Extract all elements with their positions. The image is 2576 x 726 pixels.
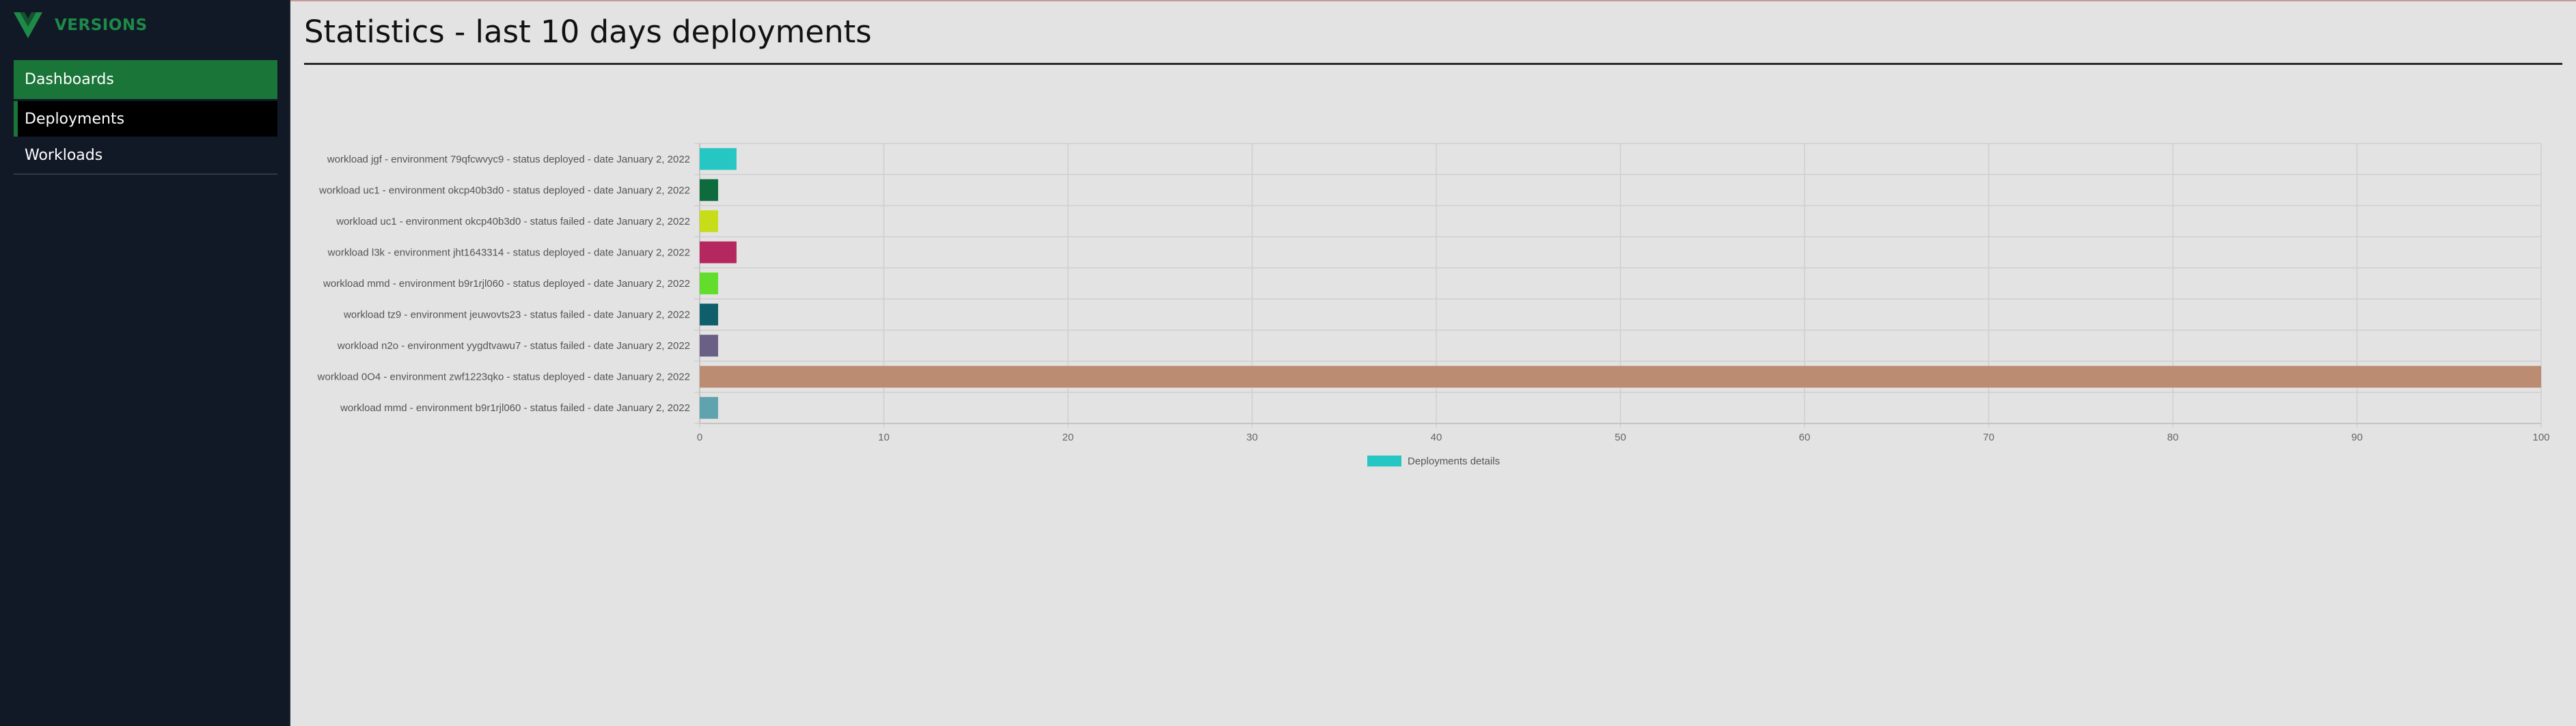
brand-name: VERSIONS bbox=[55, 16, 148, 34]
category-label: workload tz9 - environment jeuwovts23 - … bbox=[343, 309, 690, 321]
category-label: workload jgf - environment 79qfcwvyc9 - … bbox=[327, 154, 690, 165]
x-tick-label: 40 bbox=[1431, 432, 1442, 443]
bar bbox=[700, 365, 2541, 388]
main-content: Statistics - last 10 days deployments bbox=[304, 0, 2562, 65]
bar bbox=[700, 148, 737, 170]
sidebar-item-label: Workloads bbox=[25, 146, 103, 164]
sidebar-item-workloads[interactable]: Workloads bbox=[14, 137, 277, 175]
x-tick-label: 60 bbox=[1799, 432, 1811, 443]
vue-logo-icon bbox=[14, 12, 42, 38]
x-tick-label: 30 bbox=[1246, 432, 1258, 443]
x-tick-label: 10 bbox=[878, 432, 890, 443]
legend-swatch bbox=[1367, 456, 1401, 466]
sidebar: VERSIONS Dashboards Deployments Workload… bbox=[0, 0, 290, 726]
x-tick-label: 100 bbox=[2532, 432, 2549, 443]
sidebar-nav: Dashboards Deployments Workloads bbox=[14, 60, 277, 175]
x-tick-label: 50 bbox=[1615, 432, 1626, 443]
bar bbox=[700, 303, 718, 326]
bar bbox=[700, 397, 718, 419]
sidebar-item-label: Dashboards bbox=[25, 71, 114, 88]
category-label: workload mmd - environment b9r1rjl060 - … bbox=[323, 278, 690, 290]
bar bbox=[700, 241, 737, 264]
bar bbox=[700, 179, 718, 201]
category-label: workload l3k - environment jht1643314 - … bbox=[327, 247, 690, 258]
category-label: workload 0O4 - environment zwf1223qko - … bbox=[317, 372, 690, 383]
category-label: workload uc1 - environment okcp40b3d0 - … bbox=[318, 184, 690, 196]
bar bbox=[700, 273, 718, 294]
brand[interactable]: VERSIONS bbox=[14, 12, 148, 38]
sidebar-item-deployments[interactable]: Deployments bbox=[14, 101, 277, 137]
x-tick-label: 80 bbox=[2167, 432, 2179, 443]
category-label: workload n2o - environment yygdtvawu7 - … bbox=[337, 340, 690, 352]
bar bbox=[700, 210, 718, 232]
bar bbox=[700, 335, 718, 357]
sidebar-item-dashboards[interactable]: Dashboards bbox=[14, 60, 277, 99]
x-tick-label: 70 bbox=[1983, 432, 1995, 443]
title-divider bbox=[304, 63, 2562, 65]
x-tick-label: 90 bbox=[2351, 432, 2363, 443]
x-tick-label: 0 bbox=[697, 432, 702, 443]
x-tick-label: 20 bbox=[1063, 432, 1074, 443]
page-title: Statistics - last 10 days deployments bbox=[304, 14, 872, 50]
legend-label: Deployments details bbox=[1408, 456, 1500, 467]
sidebar-item-label: Deployments bbox=[25, 110, 125, 128]
category-label: workload mmd - environment b9r1rjl060 - … bbox=[340, 402, 690, 414]
top-accent-line bbox=[0, 0, 2576, 1]
category-label: workload uc1 - environment okcp40b3d0 - … bbox=[335, 216, 690, 227]
